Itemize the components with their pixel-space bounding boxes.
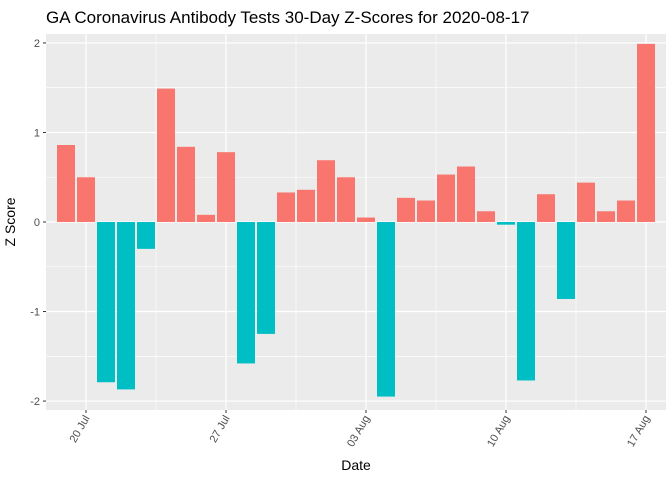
bar bbox=[197, 214, 215, 222]
bar bbox=[177, 146, 195, 222]
bar bbox=[257, 222, 275, 334]
bar bbox=[277, 192, 295, 222]
bar bbox=[397, 197, 415, 222]
bar bbox=[337, 177, 355, 222]
bar bbox=[117, 222, 135, 390]
chart-title: GA Coronavirus Antibody Tests 30-Day Z-S… bbox=[46, 8, 529, 27]
bar bbox=[597, 211, 615, 222]
x-tick-label: 03 Aug bbox=[345, 414, 373, 450]
bar bbox=[317, 160, 335, 222]
y-tick-label: 0 bbox=[34, 217, 40, 229]
bar bbox=[517, 222, 535, 381]
x-tick-label: 20 Jul bbox=[68, 414, 93, 445]
x-tick-label: 10 Aug bbox=[485, 414, 513, 450]
bar bbox=[237, 222, 255, 364]
bar bbox=[577, 182, 595, 222]
bar bbox=[297, 189, 315, 222]
bar bbox=[377, 222, 395, 397]
bars bbox=[57, 43, 655, 397]
bar bbox=[457, 166, 475, 222]
y-tick-label: 2 bbox=[34, 38, 40, 50]
bar bbox=[637, 43, 655, 222]
y-tick-label: -2 bbox=[30, 396, 40, 408]
bar bbox=[617, 200, 635, 222]
bar bbox=[437, 174, 455, 222]
bar bbox=[77, 177, 95, 222]
bar bbox=[357, 217, 375, 222]
bar bbox=[497, 222, 515, 225]
bar bbox=[57, 145, 75, 222]
bar bbox=[557, 222, 575, 299]
x-axis-ticks: 20 Jul 27 Jul 03 Aug 10 Aug 17 Aug bbox=[68, 410, 653, 449]
bar bbox=[157, 88, 175, 222]
y-tick-label: -1 bbox=[30, 307, 40, 319]
x-tick-label: 17 Aug bbox=[625, 414, 653, 450]
y-axis-ticks: -2 -1 0 1 2 bbox=[30, 38, 46, 408]
bar bbox=[137, 222, 155, 249]
y-tick-label: 1 bbox=[34, 127, 40, 139]
y-axis-label: Z Score bbox=[2, 197, 18, 246]
x-axis-label: Date bbox=[341, 457, 371, 473]
x-tick-label: 27 Jul bbox=[208, 414, 233, 445]
bar bbox=[217, 152, 235, 222]
bar bbox=[537, 194, 555, 222]
bar bbox=[417, 200, 435, 222]
bar bbox=[477, 211, 495, 222]
bar bbox=[97, 222, 115, 383]
